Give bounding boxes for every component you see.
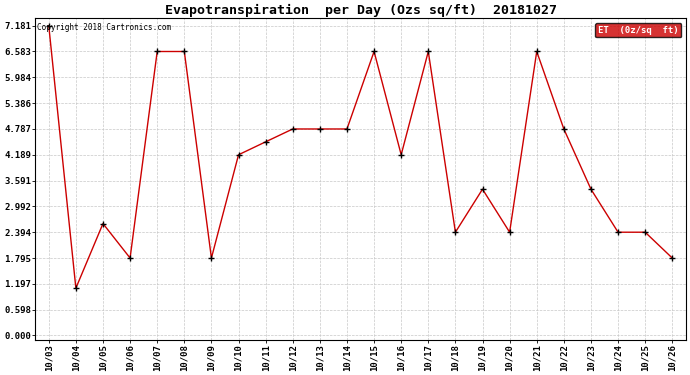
- Title: Evapotranspiration  per Day (Ozs sq/ft)  20181027: Evapotranspiration per Day (Ozs sq/ft) 2…: [164, 4, 557, 17]
- Text: Copyright 2018 Cartronics.com: Copyright 2018 Cartronics.com: [37, 23, 170, 32]
- Legend: ET  (0z/sq  ft): ET (0z/sq ft): [595, 23, 681, 38]
